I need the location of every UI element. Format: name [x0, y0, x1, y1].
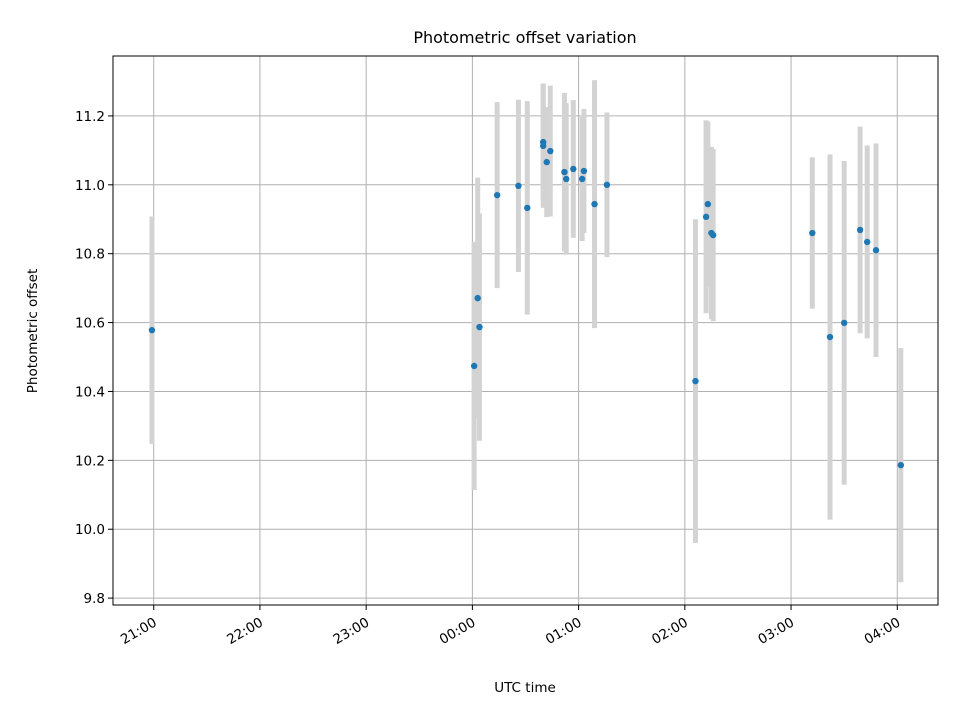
data-point — [897, 461, 905, 469]
y-tick-label: 11.2 — [75, 109, 105, 125]
x-tick-label: 03:00 — [755, 615, 797, 648]
data-point — [524, 204, 531, 212]
data-point — [692, 377, 699, 385]
data-point — [543, 158, 550, 166]
data-point — [570, 165, 577, 173]
data-point — [580, 167, 588, 175]
data-point — [863, 238, 871, 246]
x-tick-label: 04:00 — [862, 615, 904, 648]
x-tick-label: 00:00 — [437, 615, 479, 648]
x-axis-ticks: 21:00 22:00 23:00 00:00 01:00 02:00 03:00 04:00 — [118, 605, 903, 648]
data-point — [515, 182, 522, 190]
error-bars — [149, 80, 904, 583]
y-tick-label: 10.2 — [75, 453, 105, 469]
data-point — [578, 175, 586, 183]
data-point — [702, 213, 710, 221]
data-point — [476, 323, 483, 331]
x-tick-label: 01:00 — [543, 615, 585, 648]
data-point — [826, 333, 834, 341]
data-point — [563, 175, 570, 183]
data-point — [840, 319, 848, 327]
y-tick-label: 10.8 — [75, 247, 105, 263]
chart-title: Photometric offset variation — [413, 28, 636, 47]
y-tick-label: 10.0 — [75, 522, 105, 538]
y-axis-ticks: 9.8 10.0 10.2 10.4 10.6 10.8 11.0 11.2 — [75, 109, 113, 607]
data-point — [709, 231, 717, 239]
x-tick-label: 23:00 — [330, 615, 372, 648]
x-tick-label: 21:00 — [118, 615, 160, 648]
y-tick-label: 11.0 — [75, 178, 105, 194]
data-point — [148, 326, 156, 334]
data-point — [591, 200, 598, 208]
x-axis-label: UTC time — [494, 680, 556, 696]
data-point — [856, 226, 864, 234]
data-point — [540, 142, 547, 150]
plot-frame — [112, 55, 939, 606]
data-point — [470, 362, 478, 370]
y-tick-label: 9.8 — [84, 591, 105, 607]
data-point — [547, 147, 554, 155]
y-tick-label: 10.6 — [75, 316, 105, 332]
x-tick-label: 22:00 — [224, 615, 266, 648]
data-point — [493, 191, 501, 199]
y-axis-label: Photometric offset — [25, 269, 41, 393]
x-tick-label: 02:00 — [649, 615, 691, 648]
data-point — [704, 200, 712, 208]
y-tick-label: 10.4 — [75, 384, 105, 400]
data-point — [603, 181, 611, 189]
data-points — [148, 138, 905, 469]
data-point — [809, 229, 816, 237]
data-point — [474, 294, 481, 302]
data-point — [872, 247, 880, 254]
data-point — [561, 168, 568, 176]
